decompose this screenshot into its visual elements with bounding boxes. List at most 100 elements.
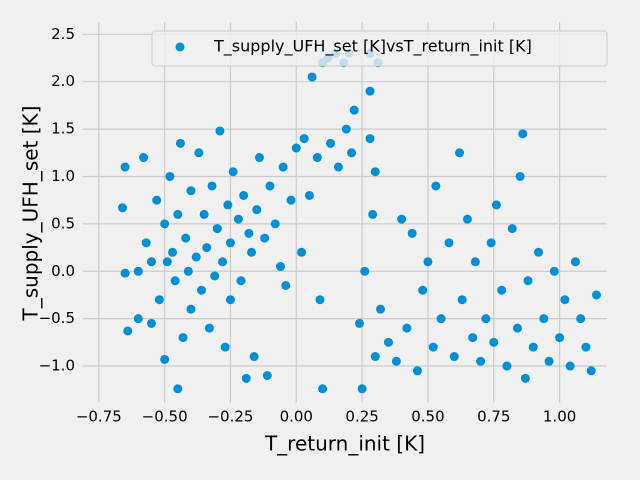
point [225,295,235,305]
point [141,238,151,248]
point [275,262,285,272]
point [146,318,156,328]
point [428,342,438,352]
point [133,266,143,276]
point [299,134,309,144]
point [278,162,288,172]
point [186,186,196,196]
point [194,148,204,158]
point [423,257,433,267]
point [199,209,209,219]
point [215,126,225,136]
point [412,366,422,376]
legend-box [151,30,608,67]
y-tick-label: −0.5 [39,309,75,327]
point [544,356,554,366]
point [347,148,357,158]
point [418,285,428,295]
point [152,195,162,205]
point [196,285,206,295]
x-tick-label: 0.00 [280,408,313,426]
grid: −0.75 −0.50 −0.25 0.00 0.25 0.50 0.75 1.00 −1.0 −… [39,22,607,426]
point [560,295,570,305]
point [397,214,407,224]
y-axis-label: T_supply_UFH_set [K] [19,106,43,322]
point [139,153,149,163]
point [436,314,446,324]
point [307,72,317,82]
point [591,290,601,300]
point [254,153,264,163]
point [318,384,328,394]
point [455,148,465,158]
point [291,143,301,153]
point [365,134,375,144]
point [312,153,322,163]
point [165,171,175,181]
point [565,361,575,371]
point [146,257,156,267]
point [202,243,212,253]
point [236,276,246,286]
point [154,295,164,305]
point [249,352,259,362]
point [468,333,478,343]
point [376,304,386,314]
x-tick-label: −0.75 [76,408,122,426]
points [117,48,601,394]
x-tick-label: 1.00 [543,408,576,426]
point [502,361,512,371]
point [370,167,380,177]
point [341,124,351,134]
point [120,162,130,172]
point [225,238,235,248]
point [349,105,359,115]
y-tick-label: 1.0 [51,167,75,185]
x-tick-label: 0.25 [345,408,378,426]
point [576,314,586,324]
point [218,257,228,267]
point [175,138,185,148]
point [586,366,596,376]
point [173,209,183,219]
point [207,181,217,191]
point [462,214,472,224]
point [315,295,325,305]
x-axis-label: T_return_init [K] [264,432,425,456]
point [247,247,257,257]
point [191,252,201,262]
point [173,384,183,394]
point [470,257,480,267]
point [431,181,441,191]
point [212,224,222,234]
point [304,190,314,200]
legend: T_supply_UFH_set [K]vsT_return_init [K] [151,30,608,67]
point [528,342,538,352]
point [220,342,230,352]
point [120,268,130,278]
point [210,271,220,281]
point [244,228,254,238]
point [539,314,549,324]
legend-label: T_supply_UFH_set [K]vsT_return_init [K] [213,37,532,57]
point [133,314,143,324]
y-tick-label: 0.0 [51,262,75,280]
point [270,219,280,229]
legend-marker [175,42,185,52]
point [265,181,275,191]
point [383,337,393,347]
point [241,373,251,383]
y-tick-label: 2.5 [51,25,75,43]
point [117,203,127,213]
point [391,356,401,366]
point [515,171,525,181]
point [476,356,486,366]
y-tick-label: 2.0 [51,72,75,90]
point [281,280,291,290]
point [354,318,364,328]
point [549,266,559,276]
point [486,238,496,248]
point [507,224,517,234]
point [570,257,580,267]
